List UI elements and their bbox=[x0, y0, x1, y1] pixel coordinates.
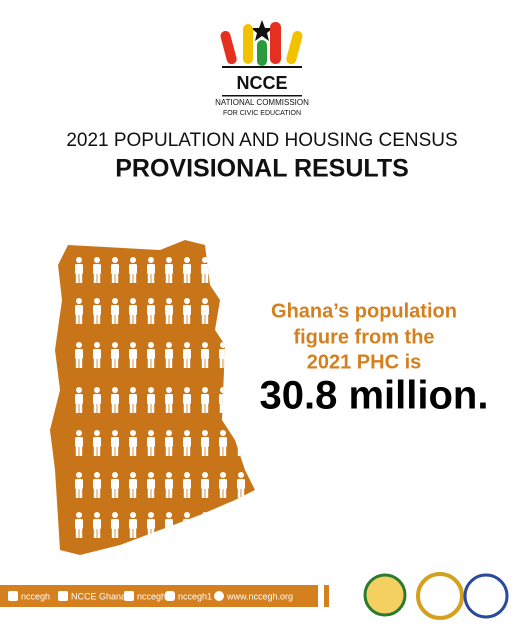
logo-acronym: NCCE bbox=[236, 73, 287, 93]
statement-line: 2021 PHC is bbox=[307, 351, 422, 373]
person-icon bbox=[183, 512, 191, 538]
person-icon bbox=[219, 512, 227, 538]
instagram-icon bbox=[165, 591, 175, 601]
rule bbox=[222, 95, 302, 97]
person-icon bbox=[219, 298, 227, 324]
person-icon bbox=[219, 387, 227, 413]
title: 2021 POPULATION AND HOUSING CENSUS bbox=[66, 130, 457, 151]
population-figure: 30.8 million. bbox=[260, 374, 489, 418]
facebook-icon bbox=[124, 591, 134, 601]
coat-of-arms bbox=[363, 573, 407, 617]
person-icon bbox=[201, 512, 209, 538]
rule bbox=[222, 66, 302, 68]
hand bbox=[270, 22, 281, 64]
person-icon bbox=[237, 342, 245, 368]
youtube-icon bbox=[58, 591, 68, 601]
person-icon bbox=[219, 257, 227, 283]
person-icon bbox=[237, 387, 245, 413]
social-handle[interactable]: NCCE Ghana bbox=[71, 591, 126, 601]
statement-line: Ghana’s population bbox=[271, 300, 457, 322]
star bbox=[251, 20, 273, 41]
hand bbox=[243, 24, 253, 64]
seal bbox=[416, 572, 464, 620]
person-icon bbox=[237, 298, 245, 324]
logo: NCCE NATIONAL COMMISSION FOR CIVIC EDUCA… bbox=[215, 20, 309, 117]
statement-line: figure from the bbox=[293, 326, 434, 348]
person-icon bbox=[237, 430, 245, 456]
person-icon bbox=[237, 257, 245, 283]
hand bbox=[220, 30, 237, 65]
social-handle[interactable]: nccegh1 bbox=[178, 591, 212, 601]
footer-accent bbox=[324, 585, 329, 607]
footer-bar bbox=[0, 585, 318, 607]
social-handle[interactable]: nccegh bbox=[137, 591, 166, 601]
web-icon bbox=[214, 591, 224, 601]
person-icon bbox=[237, 512, 245, 538]
person-icon bbox=[165, 512, 173, 538]
statistical-service-seal bbox=[463, 573, 509, 619]
website[interactable]: www.nccegh.org bbox=[226, 591, 293, 601]
social-handle[interactable]: nccegh bbox=[21, 591, 50, 601]
hand bbox=[257, 40, 267, 66]
subtitle: PROVISIONAL RESULTS bbox=[115, 155, 409, 183]
hand bbox=[286, 30, 303, 65]
twitter-icon bbox=[8, 591, 18, 601]
logo-line: FOR CIVIC EDUCATION bbox=[223, 110, 301, 117]
person-icon bbox=[147, 512, 155, 538]
logo-line: NATIONAL COMMISSION bbox=[215, 98, 309, 107]
